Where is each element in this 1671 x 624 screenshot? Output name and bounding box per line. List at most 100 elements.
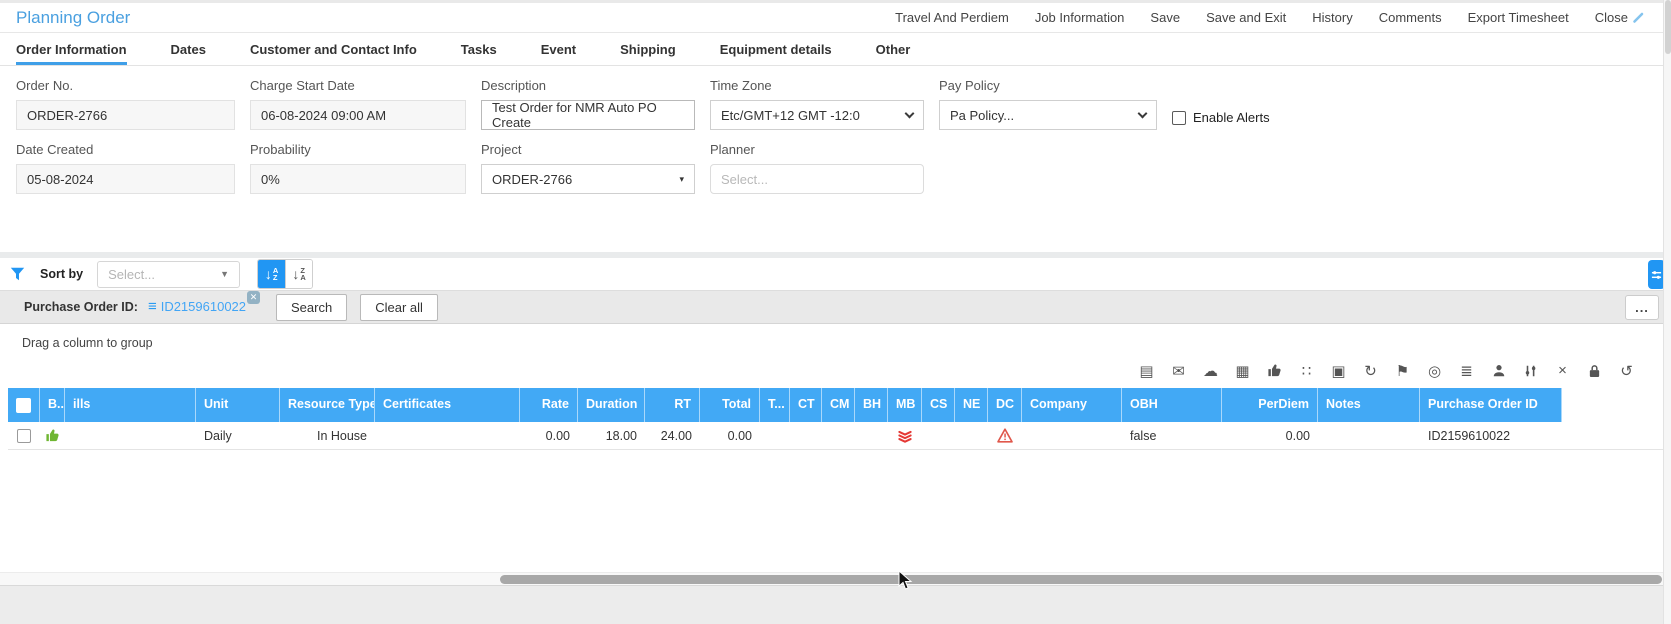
column-header-certificates[interactable]: Certificates (375, 388, 520, 422)
purchase-order-id-chip[interactable]: ≡ ID2159610022 ✕ (147, 291, 261, 317)
date-created-label: Date Created (16, 142, 94, 157)
column-header-cs[interactable]: CS (922, 388, 955, 422)
project-value: ORDER-2766 (492, 171, 573, 187)
layers-icon (897, 428, 913, 443)
column-header-po_id[interactable]: Purchase Order ID (1420, 388, 1562, 422)
cell-t (760, 422, 790, 449)
column-header-t[interactable]: T... (760, 388, 790, 422)
assignment-user-icon[interactable]: ▤ (1139, 362, 1154, 380)
menu-history[interactable]: History (1312, 10, 1353, 25)
person-icon[interactable] (1490, 362, 1507, 379)
tab-order-information[interactable]: Order Information (16, 33, 127, 65)
time-zone-select[interactable]: Etc/GMT+12 GMT -12:0 (710, 100, 924, 130)
column-header-duration[interactable]: Duration (578, 388, 645, 422)
menu-lines-icon: ≡ (147, 298, 157, 315)
menu-save[interactable]: Save (1150, 10, 1181, 25)
menu-close[interactable]: Close (1594, 10, 1628, 25)
sort-by-select[interactable]: Select... ▼ (97, 260, 241, 288)
probability-input[interactable]: 0% (250, 164, 466, 194)
tab-bar: Order Information Dates Customer and Conta… (0, 33, 1671, 66)
column-header-cm[interactable]: CM (822, 388, 855, 422)
filter-icon[interactable] (4, 261, 30, 287)
refresh-icon[interactable]: ↺ (1620, 362, 1633, 380)
column-header-total[interactable]: Total (700, 388, 760, 422)
tune-icon[interactable] (1522, 362, 1539, 379)
column-header-notes[interactable]: Notes (1318, 388, 1420, 422)
search-button[interactable]: Search (276, 293, 348, 321)
select-all-checkbox[interactable] (16, 397, 31, 413)
cloud-icon[interactable]: ☁ (1203, 362, 1218, 380)
tab-other[interactable]: Other (875, 41, 911, 57)
tab-tasks[interactable]: Tasks (460, 41, 497, 57)
cell-rt: 24.00 (660, 429, 692, 443)
tab-event[interactable]: Event (540, 41, 577, 57)
thumbs-up-icon[interactable] (1266, 362, 1283, 379)
order-no-input[interactable]: ORDER-2766 (16, 100, 235, 130)
filter-panel-button[interactable] (1648, 260, 1665, 289)
column-header-rt[interactable]: RT (645, 388, 700, 422)
menu-job-information[interactable]: Job Information (1034, 10, 1125, 25)
column-header-ct[interactable]: CT (790, 388, 822, 422)
header-select-all[interactable] (8, 388, 40, 422)
remove-chip-icon[interactable]: ✕ (247, 291, 261, 304)
project-combo[interactable]: ORDER-2766 ▾ (481, 164, 695, 194)
tab-shipping[interactable]: Shipping (620, 41, 676, 57)
column-header-mb[interactable]: MB (888, 388, 922, 422)
clear-all-button[interactable]: Clear all (360, 293, 438, 321)
row-checkbox[interactable] (17, 428, 31, 443)
cell-notes (1318, 422, 1420, 449)
column-header-perdiem[interactable]: PerDiem (1222, 388, 1318, 422)
column-header-company[interactable]: Company (1022, 388, 1122, 422)
menu-export-timesheet[interactable]: Export Timesheet (1467, 10, 1569, 25)
vertical-scrollbar[interactable] (1663, 0, 1671, 624)
flag-status-icon[interactable]: ⚑ (1395, 362, 1410, 380)
close-x-icon[interactable]: × (1558, 362, 1567, 379)
contact-card-icon[interactable]: ▣ (1331, 362, 1346, 380)
group-icon[interactable]: ∷ (1301, 362, 1312, 380)
column-header-ills[interactable]: ills (65, 388, 196, 422)
table-row: Daily In House 0.00 18.00 24.00 0.00 false 0.00… (8, 422, 1671, 450)
lock-icon[interactable] (1586, 362, 1603, 379)
field-planner: Planner Select... (710, 142, 924, 194)
column-header-dc[interactable]: DC (988, 388, 1022, 422)
list-icon[interactable]: ≣ (1460, 362, 1473, 380)
tab-dates[interactable]: Dates (170, 41, 206, 57)
column-header-obh[interactable]: OBH (1122, 388, 1222, 422)
vertical-scrollbar-thumb[interactable] (1665, 0, 1671, 54)
description-input[interactable]: Test Order for NMR Auto PO Create (481, 100, 695, 130)
column-header-b[interactable]: B.. (40, 388, 65, 422)
column-header-unit[interactable]: Unit (196, 388, 280, 422)
sort-by-select-value: Select... (108, 266, 156, 282)
tab-customer-and-contact-info[interactable]: Customer and Contact Info (249, 41, 417, 57)
cell-certificates (375, 422, 520, 449)
date-created-input[interactable]: 05-08-2024 (16, 164, 235, 194)
arrow-down-icon: ↓ (264, 266, 272, 282)
menu-travel-and-perdiem[interactable]: Travel And Perdiem (895, 10, 1009, 25)
payment-card-icon[interactable]: ▦ (1235, 362, 1250, 380)
enable-alerts-checkbox[interactable] (1172, 110, 1186, 125)
footer-area (0, 586, 1671, 624)
header-menu: Travel And Perdiem Job Information Save Sav… (895, 10, 1628, 25)
page-title: Planning Order (16, 7, 131, 27)
menu-comments[interactable]: Comments (1378, 10, 1442, 25)
target-icon[interactable]: ◎ (1427, 362, 1442, 380)
horizontal-scrollbar-thumb[interactable] (500, 575, 1662, 584)
purchase-order-id-value[interactable]: ID2159610022 (160, 299, 247, 314)
tab-equipment-details[interactable]: Equipment details (719, 41, 832, 57)
charge-start-date-input[interactable]: 06-08-2024 09:00 AM (250, 100, 466, 130)
mail-icon[interactable]: ✉ (1172, 362, 1185, 380)
column-header-resource_type[interactable]: Resource Type (280, 388, 375, 422)
planner-input[interactable]: Select... (710, 164, 924, 194)
column-header-ne[interactable]: NE (955, 388, 988, 422)
horizontal-scrollbar[interactable] (0, 572, 1671, 585)
pay-policy-select[interactable]: Pa Policy... (939, 100, 1157, 130)
charge-start-date-label: Charge Start Date (250, 78, 355, 93)
sync-icon[interactable]: ↻ (1364, 362, 1377, 380)
column-header-bh[interactable]: BH (855, 388, 888, 422)
menu-save-and-exit[interactable]: Save and Exit (1206, 10, 1287, 25)
column-header-rate[interactable]: Rate (520, 388, 578, 422)
time-zone-value: Etc/GMT+12 GMT -12:0 (721, 107, 860, 123)
more-options-button[interactable]: ... (1625, 295, 1659, 320)
